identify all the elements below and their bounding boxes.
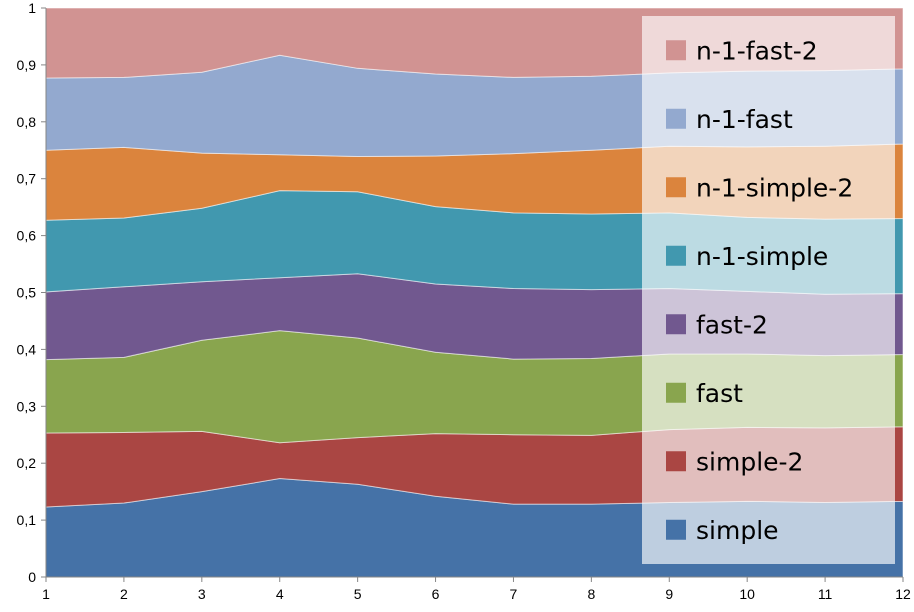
y-tick-label: 0,3 [17, 398, 37, 414]
legend-swatch [666, 314, 686, 335]
legend: n-1-fast-2 n-1-fast n-1-simple-2 n-1-simple… [642, 16, 895, 564]
x-tick-label: 12 [895, 586, 911, 602]
legend-label: n-1-simple [696, 242, 828, 271]
x-tick-label: 6 [432, 586, 440, 602]
x-tick-label: 3 [198, 586, 206, 602]
x-tick-label: 9 [665, 586, 673, 602]
legend-item-simple-2: simple-2 [642, 427, 895, 496]
y-tick-label: 0,9 [17, 57, 37, 73]
y-tick-label: 0,5 [17, 285, 37, 301]
y-tick-label: 1 [28, 0, 36, 16]
legend-label: simple [696, 516, 779, 545]
legend-item-n-1-simple: n-1-simple [642, 221, 895, 290]
legend-item-fast: fast [642, 358, 895, 427]
x-tick-label: 7 [510, 586, 518, 602]
x-axis-ticks: 1 2 3 4 5 6 7 8 9 10 11 12 [42, 577, 911, 602]
legend-label: fast-2 [696, 310, 768, 339]
y-tick-label: 0,2 [17, 455, 37, 471]
legend-swatch [666, 177, 686, 198]
legend-label: simple-2 [696, 447, 803, 476]
y-tick-label: 0,8 [17, 114, 37, 130]
x-tick-label: 8 [587, 586, 595, 602]
x-tick-label: 2 [120, 586, 128, 602]
y-tick-label: 0,6 [17, 228, 37, 244]
legend-swatch [666, 245, 686, 266]
legend-item-simple: simple [642, 495, 895, 564]
x-tick-label: 5 [354, 586, 362, 602]
x-tick-label: 4 [276, 586, 284, 602]
legend-swatch [666, 108, 686, 129]
y-axis-ticks: 0 0,1 0,2 0,3 0,4 0,5 0,6 0,7 0,8 0,9 1 [17, 0, 46, 585]
legend-item-fast-2: fast-2 [642, 290, 895, 359]
x-tick-label: 10 [739, 586, 755, 602]
legend-swatch [666, 451, 686, 472]
legend-swatch [666, 519, 686, 540]
x-tick-label: 1 [42, 586, 50, 602]
legend-item-n-1-simple-2: n-1-simple-2 [642, 153, 895, 222]
legend-item-n-1-fast-2: n-1-fast-2 [642, 16, 895, 85]
y-tick-label: 0 [28, 569, 36, 585]
legend-label: n-1-simple-2 [696, 173, 853, 202]
legend-label: fast [696, 379, 743, 408]
y-tick-label: 0,4 [17, 341, 37, 357]
legend-label: n-1-fast-2 [696, 36, 818, 65]
legend-label: n-1-fast [696, 105, 793, 134]
legend-swatch [666, 40, 686, 61]
x-tick-label: 11 [818, 586, 833, 602]
y-tick-label: 0,7 [17, 171, 37, 187]
y-tick-label: 0,1 [17, 512, 37, 528]
legend-swatch [666, 382, 686, 403]
legend-item-n-1-fast: n-1-fast [642, 84, 895, 153]
